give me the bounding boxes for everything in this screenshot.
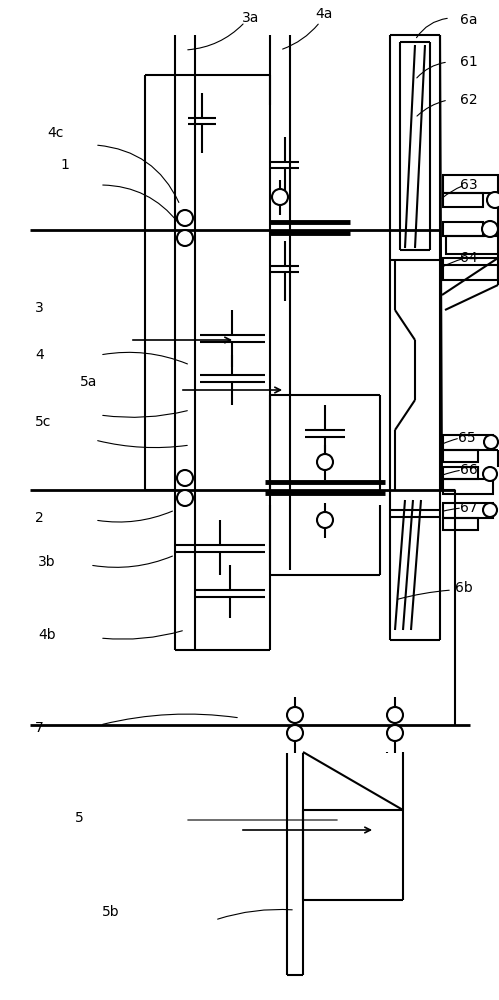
Text: 5c: 5c bbox=[35, 415, 51, 429]
Bar bbox=[443, 518, 478, 530]
Text: 4a: 4a bbox=[315, 7, 332, 21]
Bar bbox=[443, 450, 478, 462]
Text: 3: 3 bbox=[35, 301, 44, 315]
Circle shape bbox=[287, 707, 303, 723]
Text: 62: 62 bbox=[460, 93, 478, 107]
Circle shape bbox=[177, 230, 193, 246]
Circle shape bbox=[387, 707, 403, 723]
Text: 5b: 5b bbox=[102, 905, 120, 919]
Text: 7: 7 bbox=[35, 721, 44, 735]
Text: 6a: 6a bbox=[460, 13, 478, 27]
Circle shape bbox=[287, 725, 303, 741]
Circle shape bbox=[177, 490, 193, 506]
Text: 66: 66 bbox=[460, 463, 478, 477]
Circle shape bbox=[317, 512, 333, 528]
Text: 5a: 5a bbox=[80, 375, 97, 389]
Text: 3b: 3b bbox=[38, 555, 55, 569]
Text: 6b: 6b bbox=[455, 581, 473, 595]
Bar bbox=[443, 503, 493, 518]
Text: 65: 65 bbox=[458, 431, 476, 445]
Text: 63: 63 bbox=[460, 178, 478, 192]
Circle shape bbox=[317, 454, 333, 470]
Text: 67: 67 bbox=[460, 501, 478, 515]
Circle shape bbox=[177, 210, 193, 226]
Circle shape bbox=[272, 189, 288, 205]
Text: 4c: 4c bbox=[47, 126, 63, 140]
Bar bbox=[443, 467, 478, 479]
Text: 3a: 3a bbox=[242, 11, 259, 25]
Text: 64: 64 bbox=[460, 251, 478, 265]
Circle shape bbox=[487, 192, 499, 208]
Bar bbox=[446, 236, 499, 254]
Bar bbox=[443, 193, 483, 207]
Text: 4b: 4b bbox=[38, 628, 55, 642]
Bar bbox=[443, 175, 498, 193]
Text: 1: 1 bbox=[60, 158, 69, 172]
Bar bbox=[443, 258, 498, 280]
Circle shape bbox=[387, 725, 403, 741]
Text: 5: 5 bbox=[75, 811, 84, 825]
Circle shape bbox=[482, 221, 498, 237]
Circle shape bbox=[177, 470, 193, 486]
Bar bbox=[443, 435, 493, 450]
Bar bbox=[443, 479, 493, 494]
Text: 61: 61 bbox=[460, 55, 478, 69]
Circle shape bbox=[483, 503, 497, 517]
Circle shape bbox=[483, 467, 497, 481]
Text: 4: 4 bbox=[35, 348, 44, 362]
Text: 2: 2 bbox=[35, 511, 44, 525]
Bar bbox=[443, 222, 483, 236]
Circle shape bbox=[484, 435, 498, 449]
